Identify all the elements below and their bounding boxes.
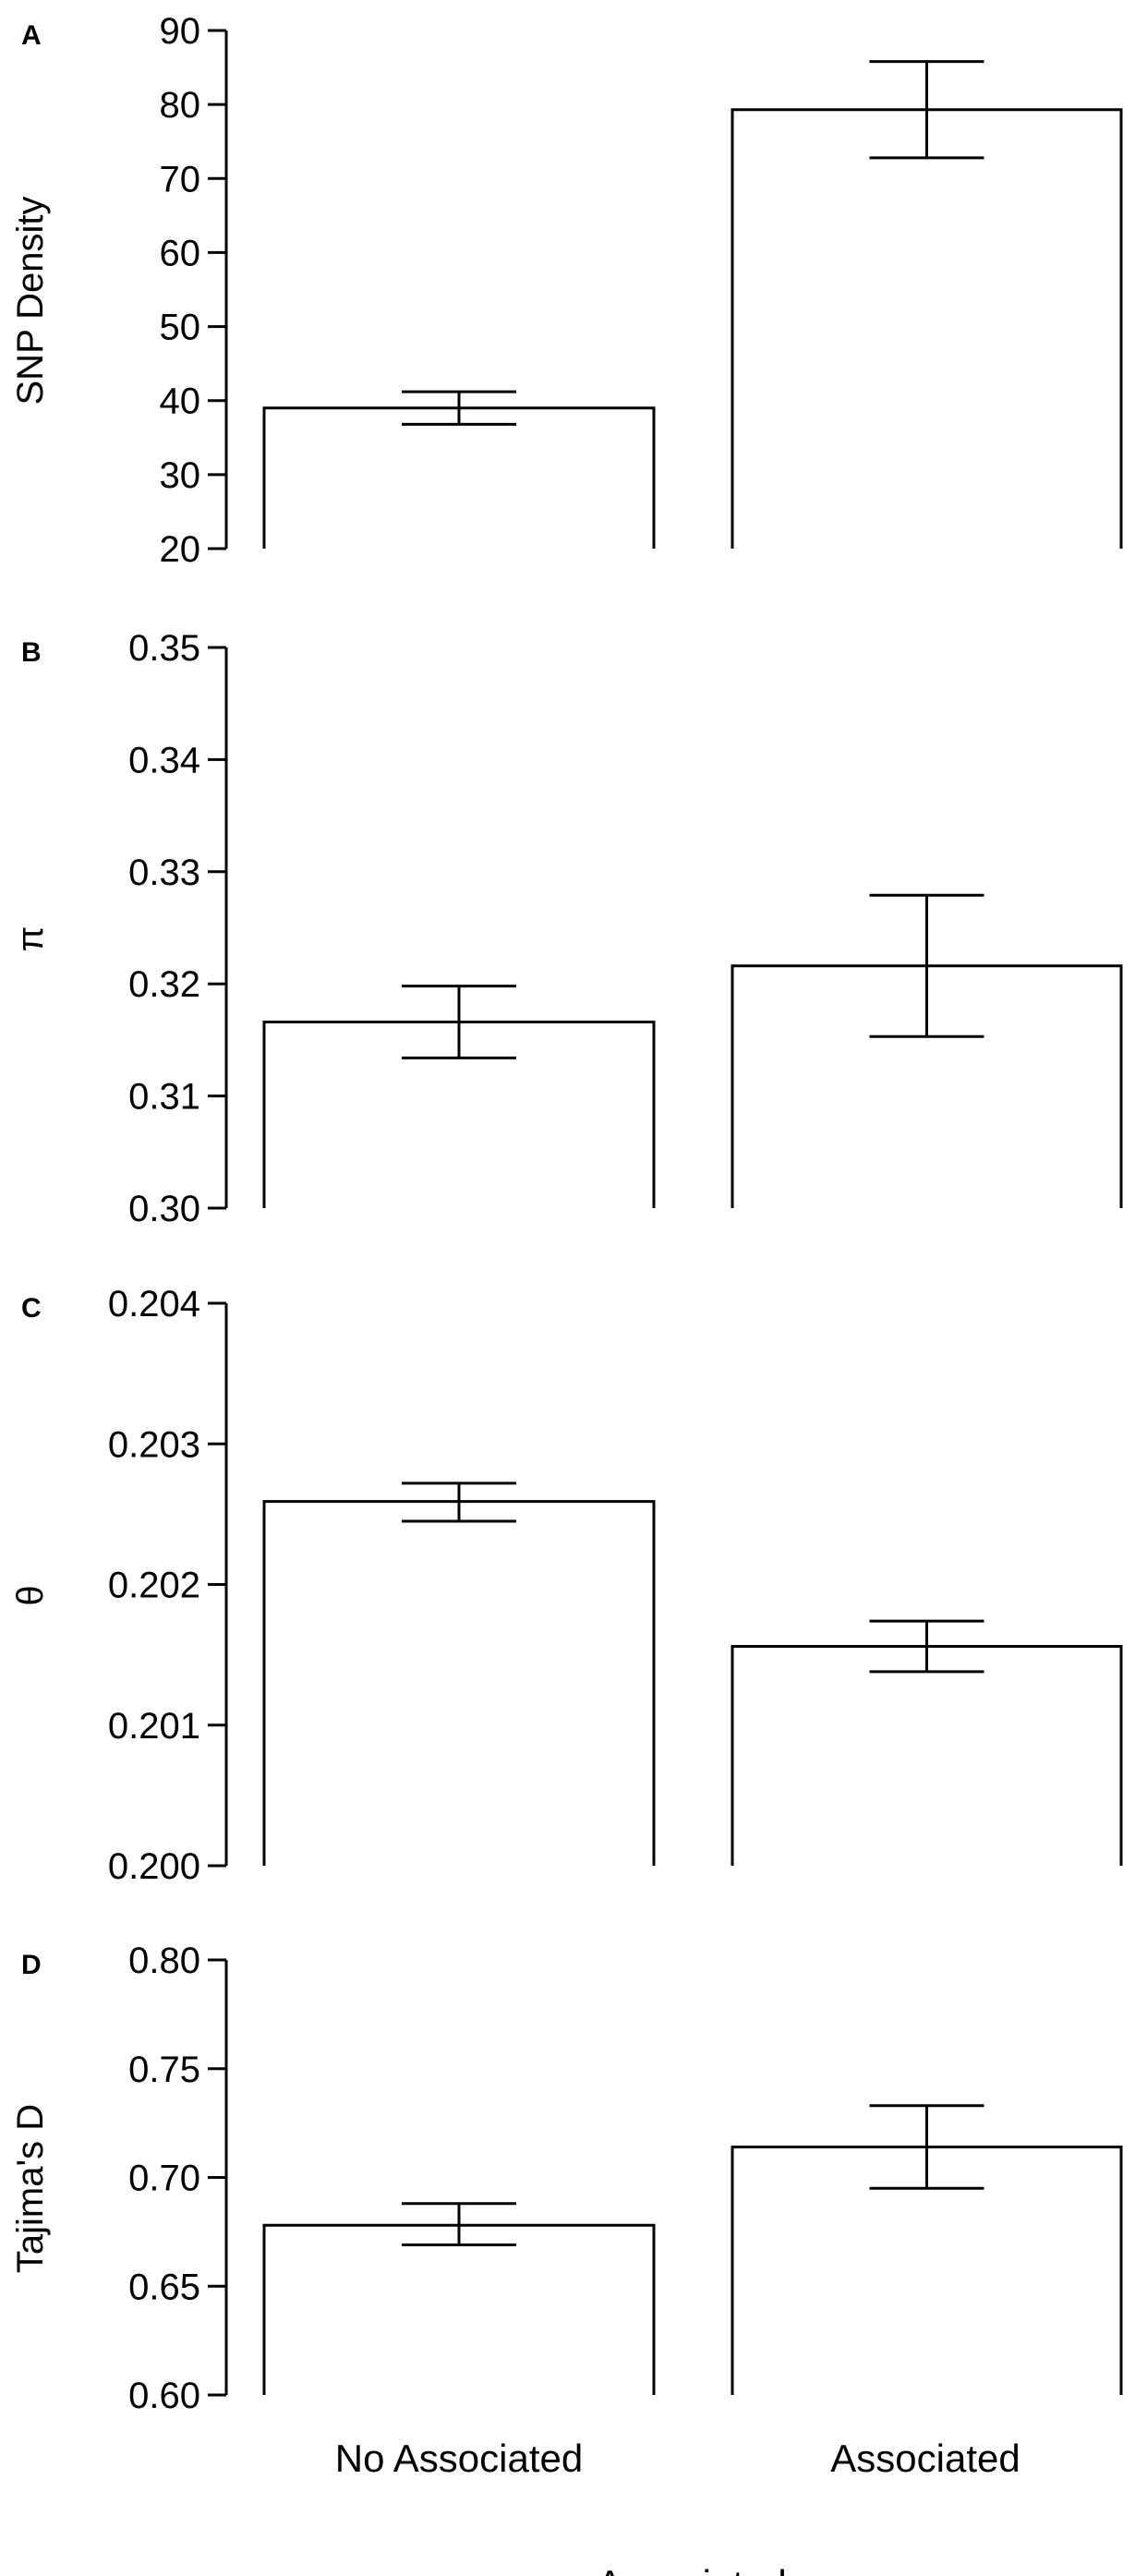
y-tick-label-a-20: 20	[160, 529, 201, 570]
y-tick-label-b-0-33: 0.33	[128, 853, 200, 893]
y-axis-label-b: π	[10, 926, 51, 952]
error-bar-d-no-associated	[402, 2202, 516, 2247]
panel-label-c: C	[21, 1293, 42, 1324]
panel-b: B 0.30 0.31 0.32 0.33 0.34 0.35 π	[10, 628, 1123, 1229]
bar-d-no-associated	[262, 2223, 656, 2395]
y-tick-label-a-90: 90	[160, 11, 201, 52]
panel-label-d: D	[21, 1950, 42, 1980]
bar-c-associated	[731, 1644, 1123, 1866]
y-tick-label-d-0-75: 0.75	[128, 2050, 200, 2090]
panel-a: A 20 30 40 50 60 70 80 90 SNP Density	[10, 11, 1123, 570]
error-bar-a-no-associated	[402, 390, 516, 426]
y-tick-label-d-0-65: 0.65	[128, 2267, 200, 2307]
y-tick-label-a-40: 40	[160, 381, 201, 422]
panel-c: C 0.200 0.201 0.202 0.203 0.204 θ	[10, 1284, 1123, 1887]
y-tick-label-b-0-31: 0.31	[128, 1077, 200, 1118]
panel-d: D 0.60 0.65 0.70 0.75 0.80 Tajima's D	[10, 1941, 1123, 2416]
x-axis-label: Associated	[597, 2562, 786, 2576]
panel-label-a: A	[21, 20, 42, 51]
y-tick-label-c-0-202: 0.202	[108, 1566, 200, 1606]
y-tick-label-d-0-70: 0.70	[128, 2159, 200, 2199]
bar-a-no-associated	[262, 406, 656, 549]
y-axis-label-a: SNP Density	[10, 196, 51, 405]
y-tick-label-a-60: 60	[160, 233, 201, 273]
y-axis-label-d: Tajima's D	[10, 2104, 51, 2273]
y-tick-label-b-0-32: 0.32	[128, 964, 200, 1005]
error-bar-b-associated	[869, 893, 984, 1038]
y-tick-label-c-0-200: 0.200	[108, 1846, 200, 1887]
x-category-label-associated: Associated	[830, 2437, 1020, 2480]
error-bar-b-no-associated	[402, 985, 516, 1059]
y-tick-label-b-0-34: 0.34	[128, 740, 200, 780]
bar-a-associated	[731, 108, 1123, 549]
x-category-labels: No Associated Associated	[335, 2437, 1020, 2480]
y-tick-label-a-50: 50	[160, 308, 201, 348]
chart-panels: A 20 30 40 50 60 70 80 90 SNP Density B 0.30 0.31 0.3…	[10, 11, 1123, 2416]
panel-label-b: B	[21, 637, 42, 668]
error-bar-c-no-associated	[402, 1482, 516, 1523]
y-tick-label-c-0-201: 0.201	[108, 1706, 200, 1747]
y-tick-label-c-0-204: 0.204	[108, 1284, 200, 1324]
error-bar-a-associated	[869, 60, 984, 160]
y-tick-label-a-70: 70	[160, 159, 201, 200]
y-tick-label-b-0-30: 0.30	[128, 1189, 200, 1229]
y-tick-label-d-0-80: 0.80	[128, 1941, 200, 1981]
y-tick-label-a-80: 80	[160, 85, 201, 126]
bar-c-no-associated	[262, 1500, 656, 1866]
y-tick-label-d-0-60: 0.60	[128, 2376, 200, 2416]
y-tick-label-b-0-35: 0.35	[128, 628, 200, 669]
error-bar-c-associated	[869, 1619, 984, 1674]
y-tick-label-c-0-203: 0.203	[108, 1424, 200, 1465]
error-bar-d-associated	[869, 2104, 984, 2190]
y-tick-label-a-30: 30	[160, 455, 201, 496]
x-category-label-no-associated: No Associated	[335, 2437, 584, 2480]
y-axis-label-c: θ	[10, 1585, 51, 1605]
